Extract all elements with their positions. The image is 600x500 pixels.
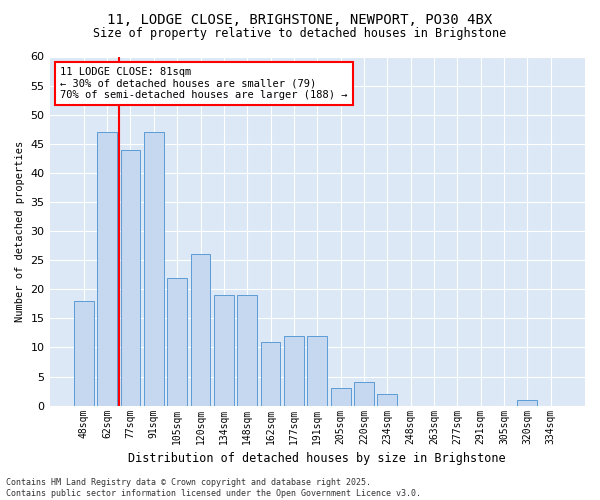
Bar	[121, 150, 140, 406]
Bar	[517, 400, 538, 406]
Bar	[377, 394, 397, 406]
Bar	[307, 336, 327, 406]
Text: Size of property relative to detached houses in Brighstone: Size of property relative to detached ho…	[94, 28, 506, 40]
Bar	[260, 342, 280, 406]
Bar	[167, 278, 187, 406]
Text: Contains HM Land Registry data © Crown copyright and database right 2025.
Contai: Contains HM Land Registry data © Crown c…	[6, 478, 421, 498]
Bar	[238, 295, 257, 406]
Y-axis label: Number of detached properties: Number of detached properties	[15, 140, 25, 322]
Bar	[191, 254, 211, 406]
Text: 11 LODGE CLOSE: 81sqm
← 30% of detached houses are smaller (79)
70% of semi-deta: 11 LODGE CLOSE: 81sqm ← 30% of detached …	[60, 67, 348, 100]
Bar	[331, 388, 350, 406]
Bar	[214, 295, 234, 406]
Bar	[97, 132, 117, 406]
Bar	[354, 382, 374, 406]
Bar	[74, 301, 94, 406]
Bar	[144, 132, 164, 406]
Text: 11, LODGE CLOSE, BRIGHSTONE, NEWPORT, PO30 4BX: 11, LODGE CLOSE, BRIGHSTONE, NEWPORT, PO…	[107, 12, 493, 26]
Bar	[284, 336, 304, 406]
X-axis label: Distribution of detached houses by size in Brighstone: Distribution of detached houses by size …	[128, 452, 506, 465]
